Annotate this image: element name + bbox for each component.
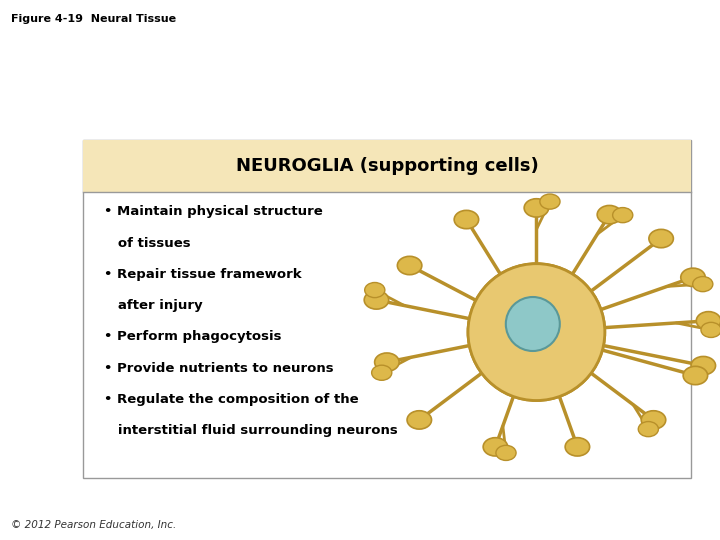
Text: after injury: after injury xyxy=(104,299,203,312)
Ellipse shape xyxy=(524,199,549,217)
Text: of tissues: of tissues xyxy=(104,237,191,249)
Text: • Repair tissue framework: • Repair tissue framework xyxy=(104,268,302,281)
Ellipse shape xyxy=(642,411,666,429)
Ellipse shape xyxy=(505,297,560,351)
Text: • Perform phagocytosis: • Perform phagocytosis xyxy=(104,330,282,343)
Text: • Provide nutrients to neurons: • Provide nutrients to neurons xyxy=(104,362,334,375)
Ellipse shape xyxy=(407,411,431,429)
Ellipse shape xyxy=(691,356,716,375)
Ellipse shape xyxy=(483,438,508,456)
Ellipse shape xyxy=(468,264,605,401)
Ellipse shape xyxy=(649,230,673,248)
Ellipse shape xyxy=(496,446,516,461)
Ellipse shape xyxy=(454,211,479,229)
FancyBboxPatch shape xyxy=(83,140,691,478)
Ellipse shape xyxy=(565,438,590,456)
Ellipse shape xyxy=(681,268,706,287)
Text: • Maintain physical structure: • Maintain physical structure xyxy=(104,205,323,218)
Ellipse shape xyxy=(365,282,385,298)
Ellipse shape xyxy=(701,322,720,338)
Ellipse shape xyxy=(696,312,720,330)
Text: NEUROGLIA (supporting cells): NEUROGLIA (supporting cells) xyxy=(235,157,539,175)
Text: © 2012 Pearson Education, Inc.: © 2012 Pearson Education, Inc. xyxy=(11,520,176,530)
Ellipse shape xyxy=(613,207,633,222)
Ellipse shape xyxy=(540,194,560,209)
Ellipse shape xyxy=(693,276,713,292)
Ellipse shape xyxy=(372,365,392,380)
Ellipse shape xyxy=(597,205,621,224)
Ellipse shape xyxy=(638,422,658,437)
Text: interstitial fluid surrounding neurons: interstitial fluid surrounding neurons xyxy=(104,424,398,437)
Text: Figure 4-19  Neural Tissue: Figure 4-19 Neural Tissue xyxy=(11,14,176,24)
Ellipse shape xyxy=(468,264,605,401)
Ellipse shape xyxy=(397,256,422,275)
Text: • Regulate the composition of the: • Regulate the composition of the xyxy=(104,393,359,406)
Ellipse shape xyxy=(374,353,399,372)
Ellipse shape xyxy=(364,291,389,309)
Ellipse shape xyxy=(683,366,708,384)
Ellipse shape xyxy=(505,297,560,351)
FancyBboxPatch shape xyxy=(83,140,691,192)
